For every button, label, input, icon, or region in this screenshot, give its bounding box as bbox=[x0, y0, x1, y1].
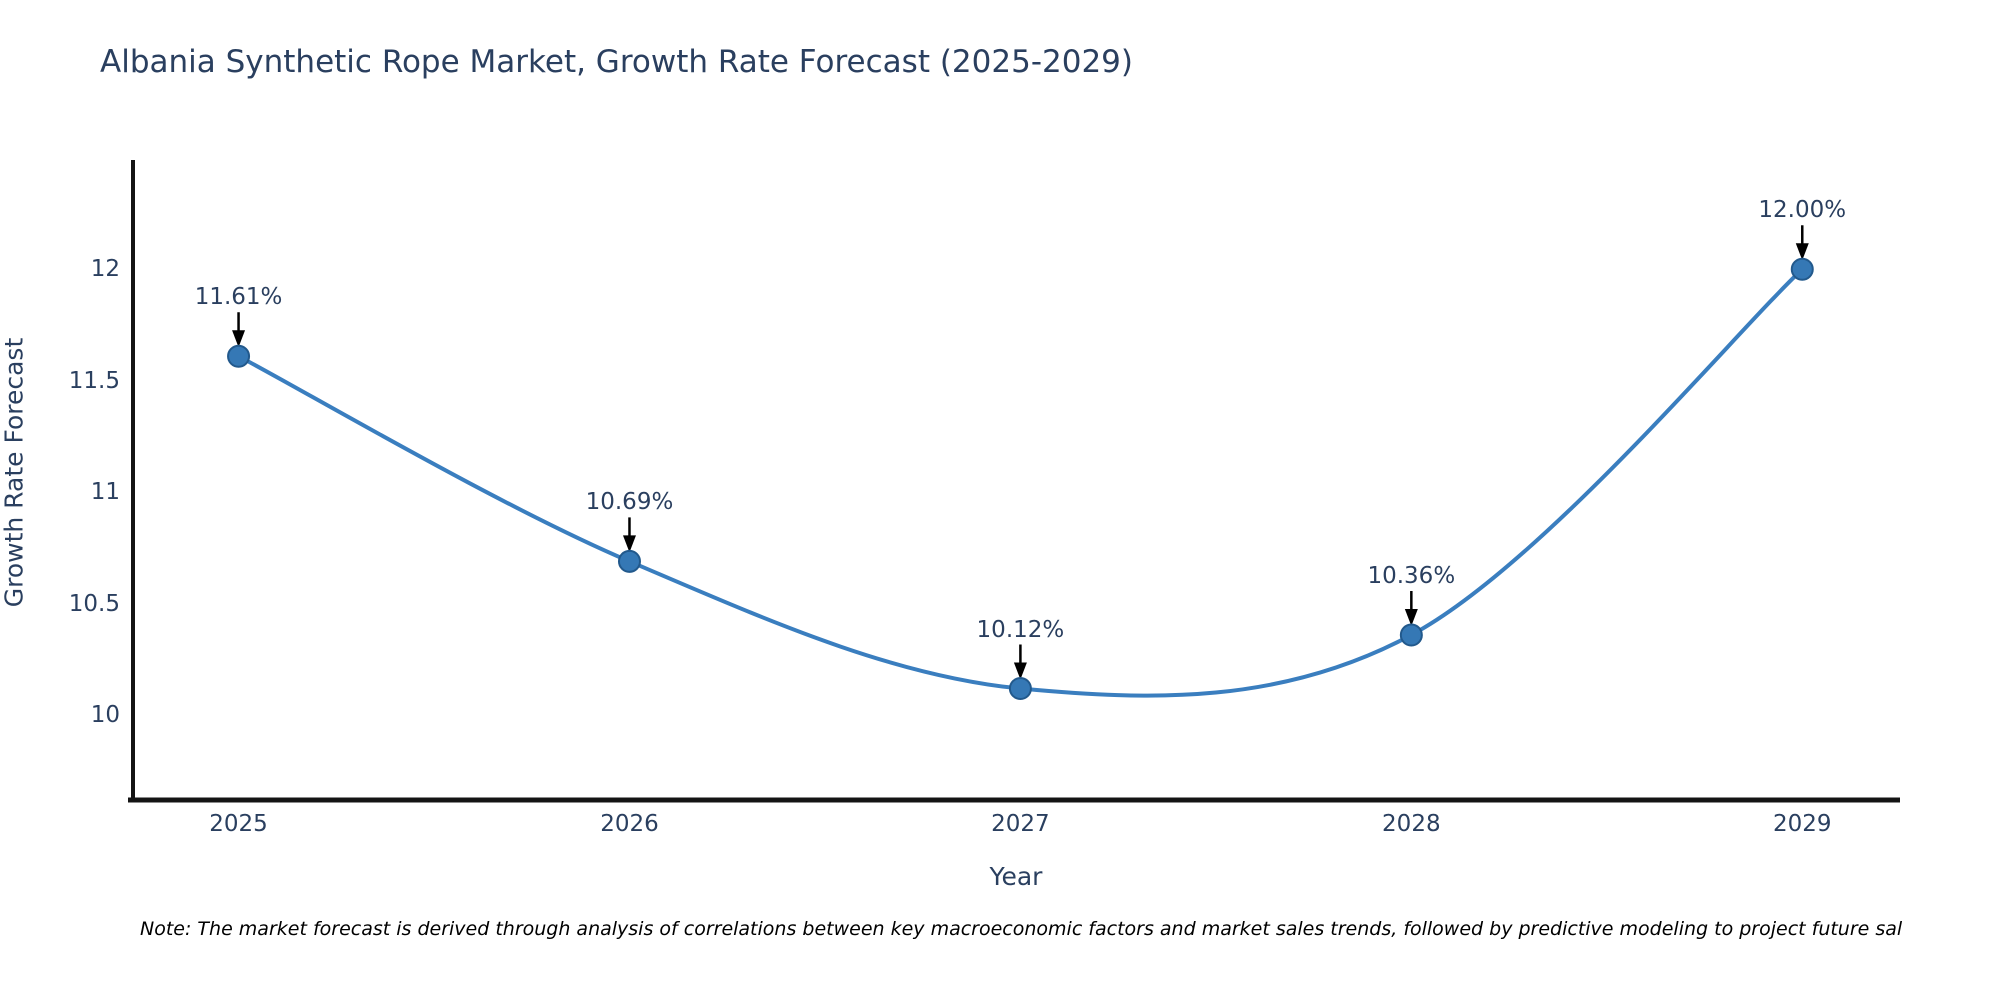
point-value-label: 10.36% bbox=[1367, 562, 1456, 589]
annotation-arrowhead-icon bbox=[622, 535, 636, 553]
chart-title: Albania Synthetic Rope Market, Growth Ra… bbox=[100, 44, 1133, 80]
y-axis-title: Growth Rate Forecast bbox=[0, 337, 29, 608]
data-point-marker bbox=[1790, 257, 1814, 281]
y-tick-label: 10.5 bbox=[68, 590, 120, 617]
data-point-marker bbox=[1399, 623, 1423, 647]
data-point-marker bbox=[227, 344, 251, 368]
point-value-label: 12.00% bbox=[1758, 197, 1847, 224]
x-tick-label: 2025 bbox=[209, 811, 268, 837]
data-point-marker bbox=[617, 549, 641, 573]
annotation-arrowhead-icon bbox=[232, 330, 246, 348]
y-tick-label: 12 bbox=[90, 256, 120, 283]
y-tick-label: 11 bbox=[90, 479, 120, 506]
annotation-arrowhead-icon bbox=[1404, 608, 1418, 626]
y-tick-label: 11.5 bbox=[68, 367, 120, 394]
y-tick-label: 10 bbox=[90, 702, 120, 729]
annotation-arrowhead-icon bbox=[1795, 243, 1809, 261]
x-tick-label: 2029 bbox=[1772, 811, 1832, 837]
point-value-label: 10.12% bbox=[976, 616, 1065, 643]
point-value-label: 11.61% bbox=[194, 284, 283, 311]
x-tick-label: 2026 bbox=[600, 811, 659, 837]
x-axis-title: Year bbox=[989, 862, 1043, 891]
x-tick-label: 2027 bbox=[991, 811, 1050, 837]
footnote: Note: The market forecast is derived thr… bbox=[140, 918, 1903, 940]
point-value-label: 10.69% bbox=[585, 489, 674, 516]
x-tick-label: 2028 bbox=[1382, 811, 1441, 837]
data-point-marker bbox=[1008, 677, 1032, 701]
annotation-arrowhead-icon bbox=[1013, 662, 1027, 680]
